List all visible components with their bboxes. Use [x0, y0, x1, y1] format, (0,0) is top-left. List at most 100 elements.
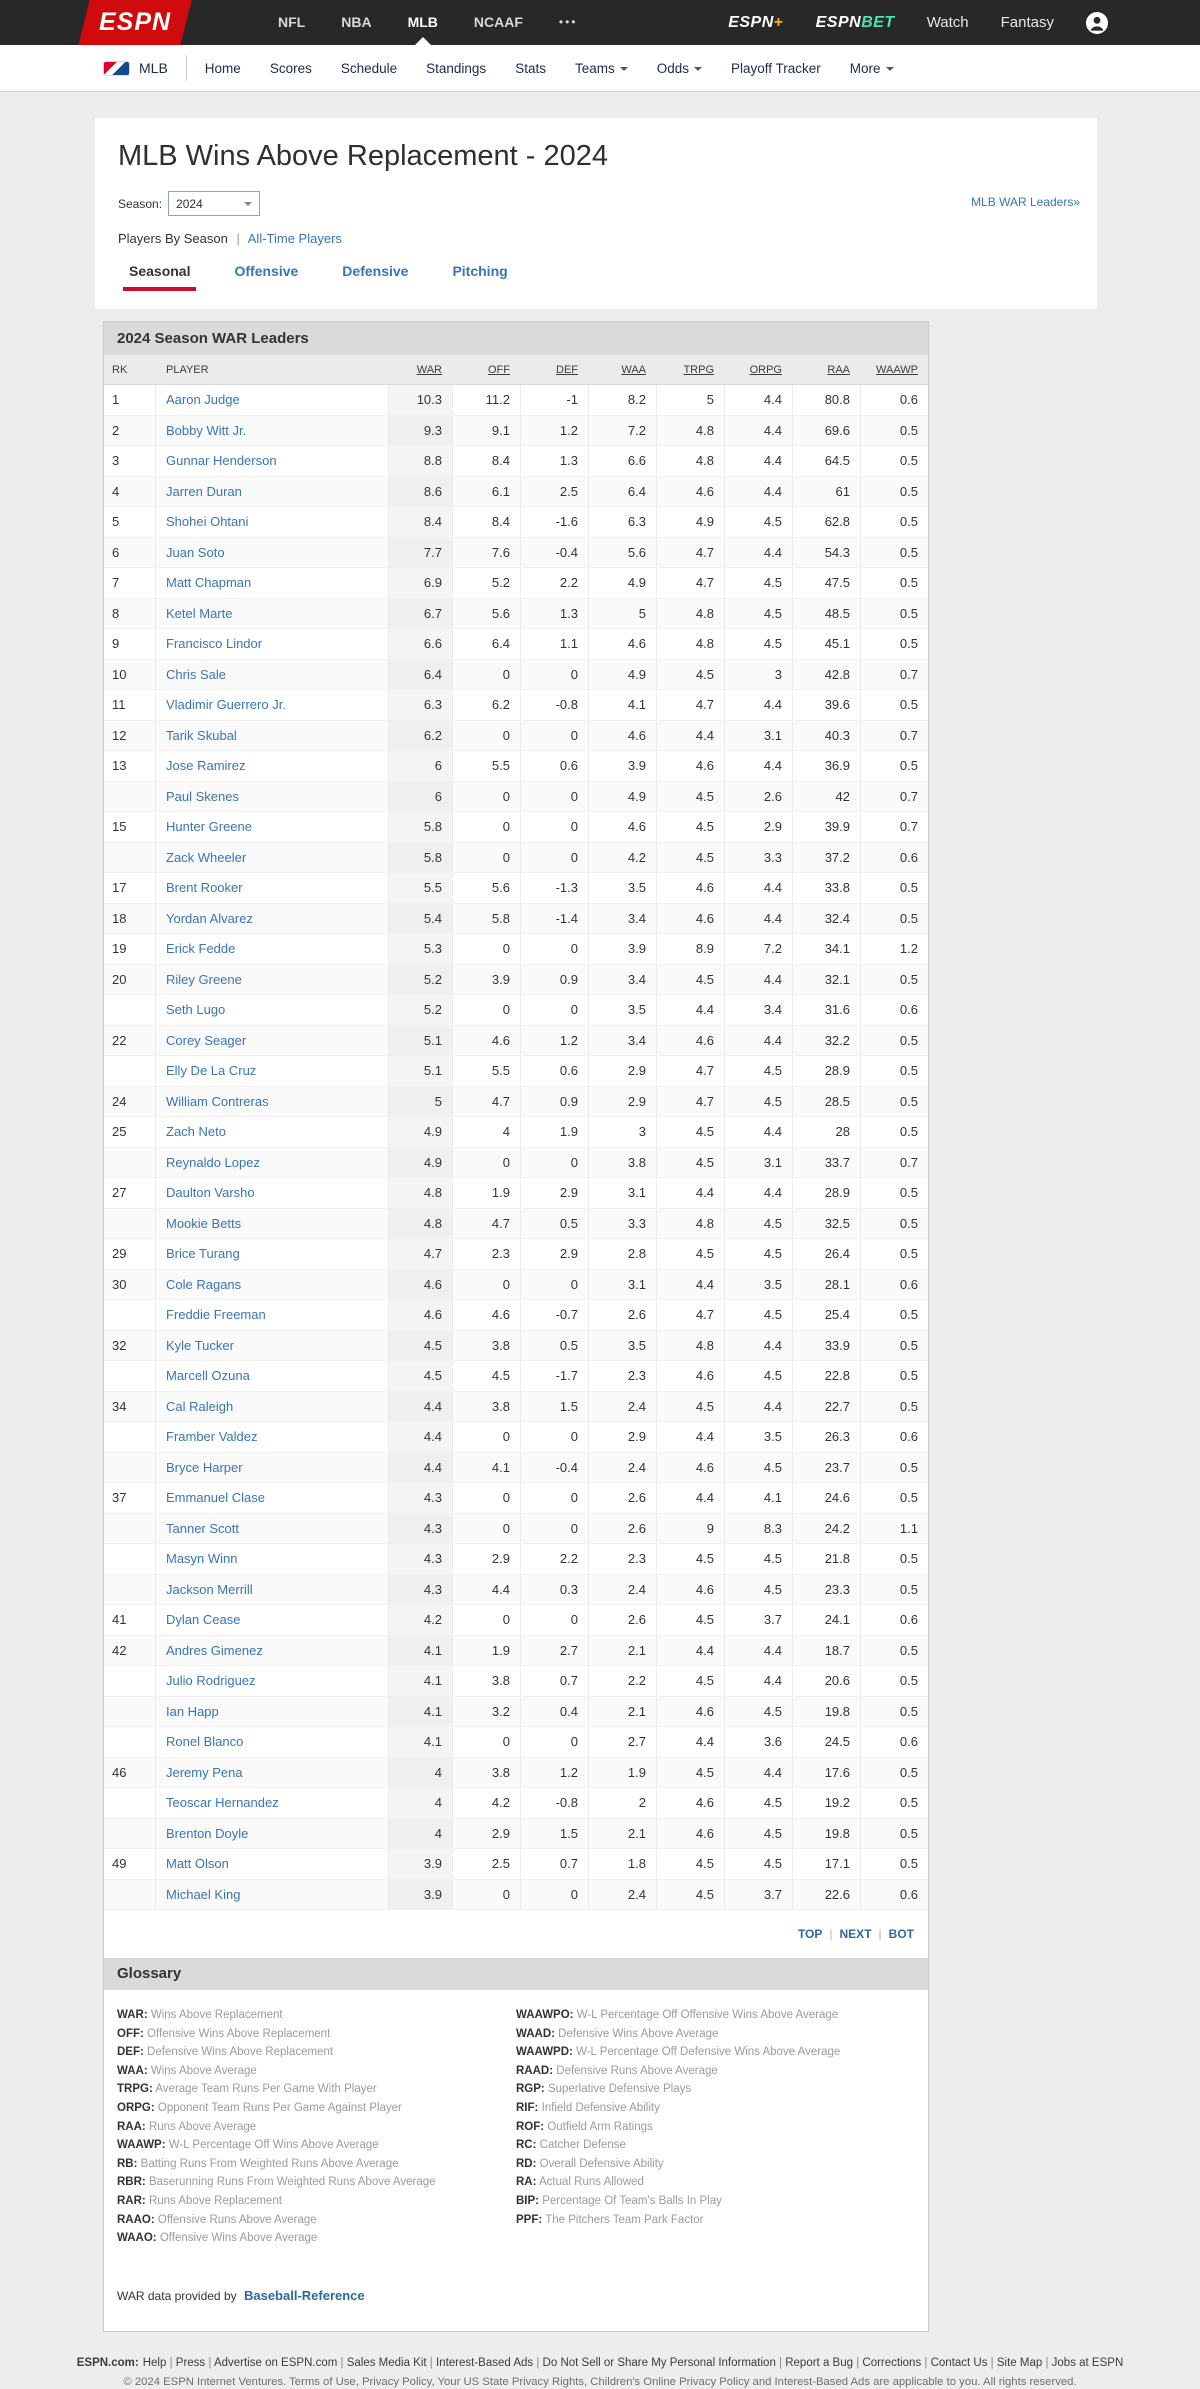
mlb-war-leaders-link[interactable]: MLB WAR Leaders» [971, 195, 1080, 209]
player-link[interactable]: Ronel Blanco [155, 1727, 388, 1757]
player-link[interactable]: Jackson Merrill [155, 1574, 388, 1604]
subnav-item-odds[interactable]: Odds [657, 61, 702, 76]
player-link[interactable]: Jeremy Pena [155, 1757, 388, 1787]
player-link[interactable]: Erick Fedde [155, 934, 388, 964]
pagination-top-link[interactable]: TOP [797, 1927, 823, 1941]
more-sports-icon[interactable]: ••• [558, 15, 578, 29]
player-link[interactable]: Chris Sale [155, 659, 388, 689]
col-header-waa[interactable]: WAA [588, 355, 656, 384]
player-link[interactable]: Corey Seager [155, 1025, 388, 1055]
col-header-trpg[interactable]: TRPG [656, 355, 724, 384]
footer-link[interactable]: Site Map [987, 2357, 1042, 2369]
nav-item-mlb[interactable]: MLB [408, 0, 438, 45]
player-link[interactable]: Francisco Lindor [155, 629, 388, 659]
player-link[interactable]: Tanner Scott [155, 1513, 388, 1543]
player-link[interactable]: Hunter Greene [155, 812, 388, 842]
subnav-item-standings[interactable]: Standings [426, 60, 487, 76]
footer-link[interactable]: Jobs at ESPN [1042, 2357, 1123, 2369]
footer-link[interactable]: Interest-Based Ads [427, 2357, 534, 2369]
player-link[interactable]: Juan Soto [155, 537, 388, 567]
player-link[interactable]: Matt Olson [155, 1849, 388, 1879]
profile-icon[interactable] [1086, 11, 1108, 34]
footer-link[interactable]: Report a Bug [776, 2357, 853, 2369]
player-link[interactable]: Yordan Alvarez [155, 903, 388, 933]
player-link[interactable]: Brent Rooker [155, 873, 388, 903]
player-link[interactable]: Jarren Duran [155, 476, 388, 506]
subnav-item-schedule[interactable]: Schedule [340, 60, 398, 76]
tab-offensive[interactable]: Offensive [234, 263, 299, 279]
footer-link[interactable]: Help [142, 2356, 167, 2369]
player-link[interactable]: Andres Gimenez [155, 1635, 388, 1665]
nav-item-nba[interactable]: NBA [341, 14, 372, 30]
player-link[interactable]: Aaron Judge [155, 385, 388, 415]
player-link[interactable]: Cal Raleigh [155, 1391, 388, 1421]
espn-plus-logo[interactable]: ESPN+ [728, 13, 784, 31]
player-link[interactable]: Ketel Marte [155, 598, 388, 628]
nav-item-watch[interactable]: Watch [926, 14, 969, 31]
player-link[interactable]: Elly De La Cruz [155, 1056, 388, 1086]
footer-link[interactable]: Press [166, 2357, 205, 2369]
col-header-war[interactable]: WAR [388, 355, 452, 384]
season-select[interactable]: 2024 [168, 191, 261, 216]
player-link[interactable]: Framber Valdez [155, 1422, 388, 1452]
player-link[interactable]: Gunnar Henderson [155, 446, 388, 476]
col-header-def[interactable]: DEF [520, 355, 588, 384]
baseball-reference-link[interactable]: Baseball-Reference [243, 2287, 365, 2303]
footer-link[interactable]: Sales Media Kit [337, 2357, 426, 2369]
col-header-orpg[interactable]: ORPG [724, 355, 792, 384]
footer-link[interactable]: Corrections [853, 2357, 921, 2369]
subnav-item-playoff-tracker[interactable]: Playoff Tracker [731, 60, 821, 76]
player-link[interactable]: Michael King [155, 1879, 388, 1909]
footer-link[interactable]: Do Not Sell or Share My Personal Informa… [533, 2357, 776, 2369]
subnav-item-more[interactable]: More [850, 61, 894, 76]
player-link[interactable]: Mookie Betts [155, 1208, 388, 1238]
player-link[interactable]: Teoscar Hernandez [155, 1788, 388, 1818]
player-link[interactable]: Seth Lugo [155, 995, 388, 1025]
subnav-item-stats[interactable]: Stats [515, 60, 546, 76]
player-link[interactable]: Paul Skenes [155, 781, 388, 811]
nav-item-fantasy[interactable]: Fantasy [1000, 14, 1054, 31]
nav-item-nfl[interactable]: NFL [278, 14, 306, 30]
pagination-next-link[interactable]: NEXT [839, 1927, 872, 1941]
player-link[interactable]: Bobby Witt Jr. [155, 415, 388, 445]
nav-item-ncaaf[interactable]: NCAAF [473, 14, 523, 30]
player-link[interactable]: Tarik Skubal [155, 720, 388, 750]
player-link[interactable]: Julio Rodriguez [155, 1666, 388, 1696]
player-link[interactable]: Daulton Varsho [155, 1178, 388, 1208]
player-link[interactable]: Reynaldo Lopez [155, 1147, 388, 1177]
footer-link[interactable]: Advertise on ESPN.com [205, 2357, 337, 2369]
pagination-bot-link[interactable]: BOT [888, 1927, 914, 1941]
player-link[interactable]: Brice Turang [155, 1239, 388, 1269]
player-link[interactable]: Riley Greene [155, 964, 388, 994]
col-header-waawp[interactable]: WAAWP [860, 355, 928, 384]
col-header-off[interactable]: OFF [452, 355, 520, 384]
player-link[interactable]: Freddie Freeman [155, 1300, 388, 1330]
player-link[interactable]: Jose Ramirez [155, 751, 388, 781]
player-link[interactable]: Ian Happ [155, 1696, 388, 1726]
player-link[interactable]: William Contreras [155, 1086, 388, 1116]
player-link[interactable]: Emmanuel Clase [155, 1483, 388, 1513]
all-time-players-link[interactable]: All-Time Players [247, 231, 342, 246]
player-link[interactable]: Shohei Ohtani [155, 507, 388, 537]
player-link[interactable]: Vladimir Guerrero Jr. [155, 690, 388, 720]
tab-seasonal[interactable]: Seasonal [123, 263, 197, 291]
player-link[interactable]: Zach Neto [155, 1117, 388, 1147]
player-link[interactable]: Brenton Doyle [155, 1818, 388, 1848]
subnav-item-home[interactable]: Home [204, 60, 241, 76]
tab-pitching[interactable]: Pitching [452, 263, 508, 279]
player-link[interactable]: Kyle Tucker [155, 1330, 388, 1360]
tab-defensive[interactable]: Defensive [342, 263, 409, 279]
player-link[interactable]: Cole Ragans [155, 1269, 388, 1299]
espn-bet-logo[interactable]: ESPNBET [815, 13, 895, 31]
player-link[interactable]: Bryce Harper [155, 1452, 388, 1482]
player-link[interactable]: Dylan Cease [155, 1605, 388, 1635]
subnav-item-scores[interactable]: Scores [269, 60, 312, 76]
footer-link[interactable]: Contact Us [921, 2357, 987, 2369]
subnav-item-teams[interactable]: Teams [575, 61, 628, 76]
player-link[interactable]: Masyn Winn [155, 1544, 388, 1574]
espn-logo[interactable]: ESPN [78, 0, 192, 45]
player-link[interactable]: Zack Wheeler [155, 842, 388, 872]
col-header-raa[interactable]: RAA [792, 355, 860, 384]
player-link[interactable]: Marcell Ozuna [155, 1361, 388, 1391]
player-link[interactable]: Matt Chapman [155, 568, 388, 598]
